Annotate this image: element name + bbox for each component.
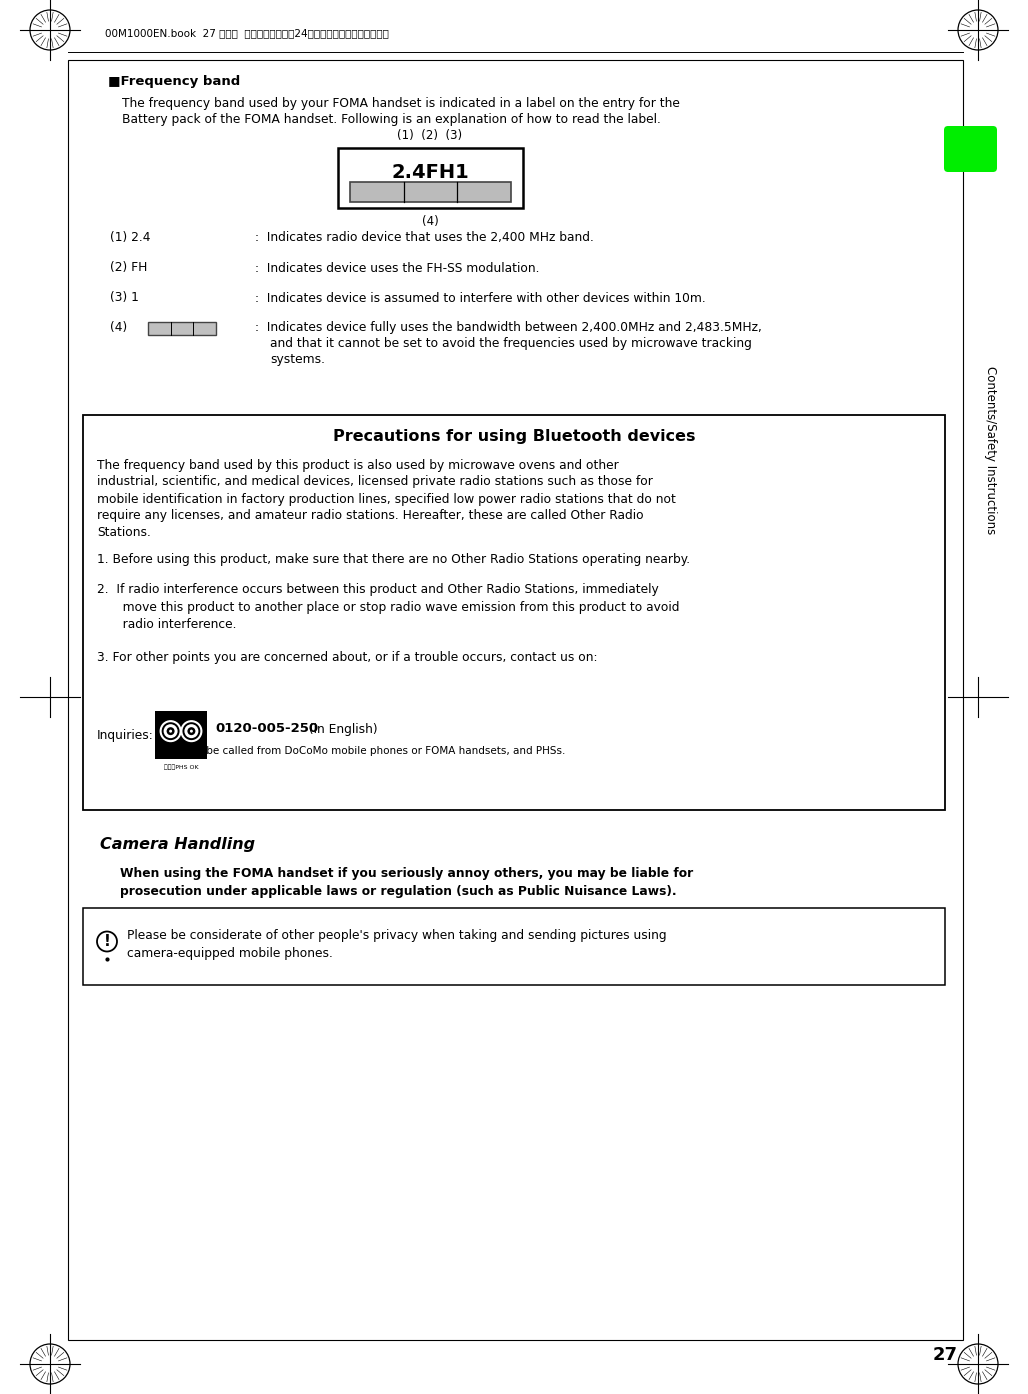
Text: 2.4FH1: 2.4FH1 (391, 163, 469, 181)
Text: 00M1000EN.book  27 ページ  ２００４年１１月24日　水曜日　午前７時５６分: 00M1000EN.book 27 ページ ２００４年１１月24日 水曜日 午前… (105, 28, 389, 38)
FancyBboxPatch shape (944, 125, 997, 171)
Circle shape (167, 728, 175, 735)
Bar (68, 60, 963, 1340)
Circle shape (163, 723, 178, 739)
Text: 2.  If radio interference occurs between this product and Other Radio Stations, : 2. If radio interference occurs between … (97, 584, 659, 597)
Circle shape (169, 729, 172, 733)
Circle shape (184, 723, 198, 739)
Text: Inquiries:: Inquiries: (97, 729, 154, 742)
Text: camera-equipped mobile phones.: camera-equipped mobile phones. (127, 948, 333, 960)
Text: *  Can be called from DoCoMo mobile phones or FOMA handsets, and PHSs.: * Can be called from DoCoMo mobile phone… (171, 746, 565, 756)
Text: 携帯・PHS OK: 携帯・PHS OK (163, 764, 198, 769)
Bar (148, 322, 216, 335)
Text: The frequency band used by your FOMA handset is indicated in a label on the entr: The frequency band used by your FOMA han… (122, 96, 680, 110)
Circle shape (97, 931, 117, 952)
Text: prosecution under applicable laws or regulation (such as Public Nuisance Laws).: prosecution under applicable laws or reg… (120, 885, 676, 898)
Text: Contents/Safety Instructions: Contents/Safety Instructions (984, 365, 996, 534)
Text: 27: 27 (932, 1347, 957, 1363)
Text: (1) 2.4: (1) 2.4 (110, 231, 150, 244)
Text: ■Frequency band: ■Frequency band (108, 75, 241, 88)
Bar (83, 907, 945, 986)
Text: When using the FOMA handset if you seriously annoy others, you may be liable for: When using the FOMA handset if you serio… (120, 867, 693, 880)
Text: systems.: systems. (270, 354, 325, 367)
Text: 3. For other points you are concerned about, or if a trouble occurs, contact us : 3. For other points you are concerned ab… (97, 651, 597, 665)
Text: 1. Before using this product, make sure that there are no Other Radio Stations o: 1. Before using this product, make sure … (97, 553, 690, 566)
Text: (2) FH: (2) FH (110, 262, 147, 275)
Text: mobile identification in factory production lines, specified low power radio sta: mobile identification in factory product… (97, 492, 675, 506)
Text: and that it cannot be set to avoid the frequencies used by microwave tracking: and that it cannot be set to avoid the f… (270, 337, 751, 350)
Text: !: ! (104, 934, 110, 949)
Text: require any licenses, and amateur radio stations. Hereafter, these are called Ot: require any licenses, and amateur radio … (97, 509, 644, 523)
Text: The frequency band used by this product is also used by microwave ovens and othe: The frequency band used by this product … (97, 459, 619, 471)
Text: Battery pack of the FOMA handset. Following is an explanation of how to read the: Battery pack of the FOMA handset. Follow… (122, 113, 661, 127)
Text: (4): (4) (421, 215, 438, 227)
Text: (4): (4) (110, 322, 127, 335)
Text: :  Indicates device uses the FH-SS modulation.: : Indicates device uses the FH-SS modula… (255, 262, 540, 275)
Text: :  Indicates device fully uses the bandwidth between 2,400.0MHz and 2,483.5MHz,: : Indicates device fully uses the bandwi… (255, 322, 762, 335)
Text: Precautions for using Bluetooth devices: Precautions for using Bluetooth devices (333, 429, 695, 445)
Bar (350, 183, 511, 202)
Bar (83, 415, 945, 810)
Text: :  Indicates device is assumed to interfere with other devices within 10m.: : Indicates device is assumed to interfe… (255, 291, 706, 304)
Circle shape (160, 721, 181, 742)
Text: Camera Handling: Camera Handling (100, 838, 255, 853)
Text: :  Indicates radio device that uses the 2,400 MHz band.: : Indicates radio device that uses the 2… (255, 231, 594, 244)
Circle shape (190, 729, 193, 733)
Circle shape (181, 721, 201, 742)
Text: radio interference.: radio interference. (111, 618, 236, 630)
Text: Please be considerate of other people's privacy when taking and sending pictures: Please be considerate of other people's … (127, 930, 666, 942)
Text: Stations.: Stations. (97, 527, 151, 539)
Text: move this product to another place or stop radio wave emission from this product: move this product to another place or st… (111, 601, 680, 613)
Circle shape (187, 728, 195, 735)
Text: (3) 1: (3) 1 (110, 291, 139, 304)
Bar (338, 148, 523, 208)
Text: (1)  (2)  (3): (1) (2) (3) (398, 130, 463, 142)
Bar (155, 711, 207, 758)
Text: (in English): (in English) (305, 722, 377, 736)
Text: 0120-005-250: 0120-005-250 (215, 722, 318, 736)
Text: industrial, scientific, and medical devices, licensed private radio stations suc: industrial, scientific, and medical devi… (97, 475, 653, 488)
